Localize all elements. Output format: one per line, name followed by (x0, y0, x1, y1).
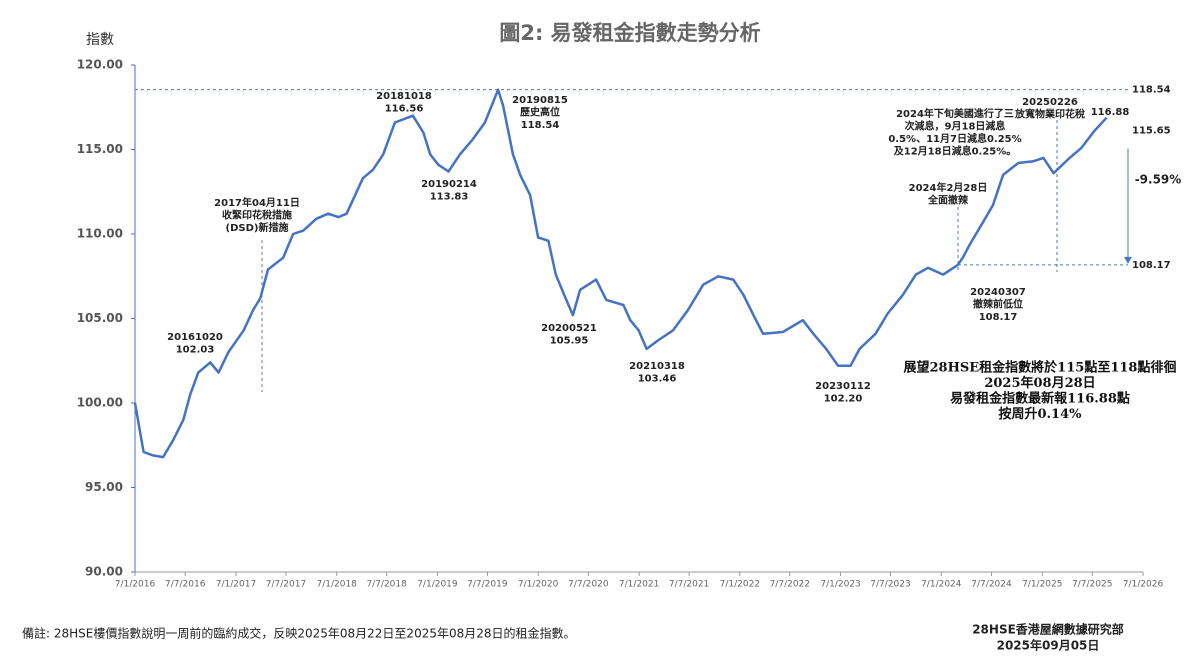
annotation: 20190214 (421, 179, 477, 190)
x-tick-label: 7/1/2016 (115, 580, 156, 590)
outlook-text: 易發租金指數最新報116.88點 (950, 391, 1130, 407)
x-tick-label: 7/1/2022 (720, 580, 760, 590)
annotation: 20210318 (629, 361, 685, 372)
outlook-text: 展望28HSE租金指數將於115點至118點徘徊 (904, 360, 1177, 376)
annotation: 118.54 (521, 120, 560, 131)
annotation: 20161020 (167, 332, 223, 343)
y-axis-label: 指數 (86, 32, 114, 48)
source: 28HSE香港屋網數據研究部 (972, 622, 1124, 637)
annotation: 102.20 (824, 394, 863, 405)
outlook-text: 2025年08月28日 (984, 375, 1095, 391)
x-tick-label: 7/7/2022 (770, 580, 810, 590)
annotation: (DSD)新措施 (226, 221, 289, 234)
annotation: 20230112 (815, 381, 871, 392)
y-tick-label: 105.00 (77, 311, 123, 325)
annotation: 108.17 (979, 312, 1018, 323)
x-tick-label: 7/1/2020 (518, 580, 559, 590)
x-tick-label: 7/1/2018 (316, 580, 357, 590)
x-tick-label: 7/1/2025 (1022, 580, 1062, 590)
y-tick-label: 110.00 (77, 227, 123, 241)
x-tick-label: 7/1/2017 (216, 580, 256, 590)
x-tick-label: 7/7/2024 (971, 580, 1012, 590)
x-tick-label: 7/1/2024 (921, 580, 962, 590)
y-tick-label: 100.00 (77, 396, 123, 410)
x-tick-label: 7/7/2018 (366, 580, 407, 590)
annotation: 撤辣前低位 (973, 298, 1023, 311)
footnote: 備註: 28HSE樓價指數說明一周前的臨約成交，反映2025年08月22日至20… (22, 626, 576, 641)
chart-title: 圖2: 易發租金指數走勢分析 (499, 21, 760, 45)
annotation: 20181018 (376, 91, 432, 102)
annotation: 113.83 (430, 192, 469, 203)
x-tick-label: 7/1/2019 (417, 580, 458, 590)
annotation: 116.88 (1091, 107, 1130, 118)
y-tick-label: 115.00 (77, 142, 123, 156)
reference-label: 118.54 (1132, 85, 1171, 96)
annotation: 20190815 (512, 95, 568, 106)
x-tick-label: 7/7/2017 (266, 580, 306, 590)
annotation: 2017年04月11日 (214, 196, 300, 209)
annotation: 2024年2月28日 (909, 181, 988, 194)
annotation: 全面撤辣 (927, 194, 969, 207)
annotation: 歷史高位 (520, 106, 560, 119)
x-tick-label: 7/7/2019 (467, 580, 508, 590)
x-tick-label: 7/7/2025 (1072, 580, 1112, 590)
change-label: -9.59% (1135, 173, 1182, 187)
annotation: 105.95 (550, 336, 589, 347)
reference-label: 108.17 (1132, 260, 1171, 271)
x-tick-label: 7/1/2021 (619, 580, 659, 590)
x-tick-label: 7/1/2023 (820, 580, 860, 590)
annotation: 116.56 (385, 104, 424, 115)
annotation: 0.5%、11月7日減息0.25% (888, 132, 1021, 145)
x-tick-label: 7/1/2026 (1123, 580, 1164, 590)
outlook-text: 按周升0.14% (998, 406, 1082, 422)
annotation: 20250226 (1022, 97, 1078, 108)
x-tick-label: 7/7/2023 (870, 580, 910, 590)
source-date: 2025年09月05日 (997, 638, 1100, 653)
annotation: 20200521 (541, 323, 597, 334)
reference-label: 115.65 (1132, 126, 1171, 137)
annotation: 收緊印花稅措施 (222, 209, 292, 222)
x-tick-label: 7/7/2021 (669, 580, 709, 590)
annotation: 次減息，9月18日減息 (905, 120, 1006, 133)
annotation: 102.03 (176, 345, 215, 356)
data-line (133, 88, 1108, 459)
y-tick-label: 95.00 (85, 480, 123, 494)
y-tick-label: 120.00 (77, 58, 123, 72)
arrow-head (1124, 256, 1132, 264)
annotation: 103.46 (638, 374, 677, 385)
x-tick-label: 7/7/2016 (165, 580, 206, 590)
annotation: 放寬物業印花稅 (1014, 108, 1085, 121)
annotation: 20240307 (970, 287, 1026, 298)
x-tick-label: 7/7/2020 (568, 580, 609, 590)
y-tick-label: 90.00 (85, 565, 123, 579)
annotation: 及12月18日減息0.25%。 (894, 145, 1017, 158)
annotation: 2024年下旬美國進行了三 (896, 107, 1014, 120)
